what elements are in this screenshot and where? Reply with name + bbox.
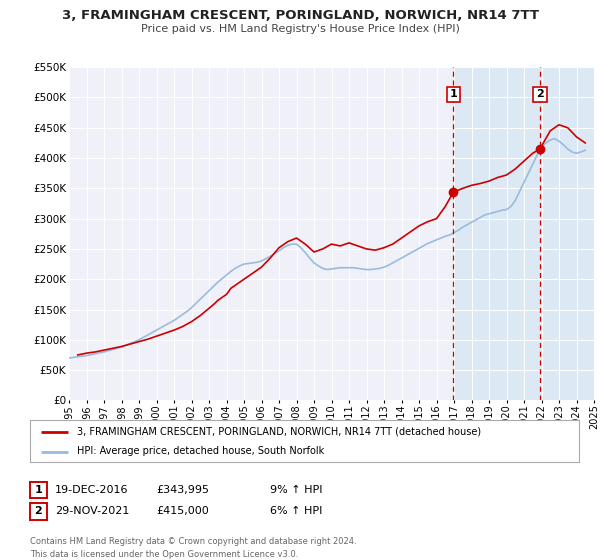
Text: Price paid vs. HM Land Registry's House Price Index (HPI): Price paid vs. HM Land Registry's House … xyxy=(140,24,460,34)
Bar xyxy=(454,67,540,400)
Text: £343,995: £343,995 xyxy=(156,485,209,495)
Text: 2: 2 xyxy=(536,90,544,100)
Text: 3, FRAMINGHAM CRESCENT, PORINGLAND, NORWICH, NR14 7TT (detached house): 3, FRAMINGHAM CRESCENT, PORINGLAND, NORW… xyxy=(77,427,481,437)
Text: 29-NOV-2021: 29-NOV-2021 xyxy=(55,506,130,516)
Text: 2: 2 xyxy=(35,506,42,516)
Text: £415,000: £415,000 xyxy=(156,506,209,516)
Text: 3, FRAMINGHAM CRESCENT, PORINGLAND, NORWICH, NR14 7TT: 3, FRAMINGHAM CRESCENT, PORINGLAND, NORW… xyxy=(62,9,539,22)
Text: 1: 1 xyxy=(35,485,42,495)
Text: 9% ↑ HPI: 9% ↑ HPI xyxy=(270,485,323,495)
Bar xyxy=(540,67,594,400)
Text: HPI: Average price, detached house, South Norfolk: HPI: Average price, detached house, Sout… xyxy=(77,446,324,456)
Text: 19-DEC-2016: 19-DEC-2016 xyxy=(55,485,128,495)
Text: 1: 1 xyxy=(449,90,457,100)
Text: 6% ↑ HPI: 6% ↑ HPI xyxy=(270,506,322,516)
Text: Contains HM Land Registry data © Crown copyright and database right 2024.
This d: Contains HM Land Registry data © Crown c… xyxy=(30,538,356,559)
